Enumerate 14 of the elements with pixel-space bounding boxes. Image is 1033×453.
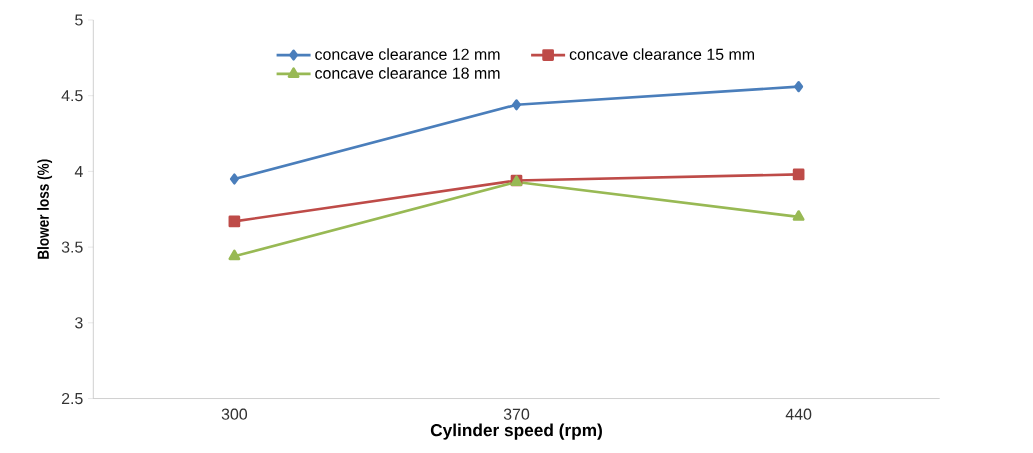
legend-label: concave clearance 15 mm: [569, 48, 754, 60]
x-tick-label: 370: [503, 408, 530, 420]
x-tick-label: 300: [221, 408, 248, 420]
y-tick-label: 4: [74, 165, 83, 177]
y-tick-label: 3.5: [61, 241, 83, 253]
x-axis-title: Cylinder speed (rpm): [430, 423, 602, 440]
x-tick-label: 440: [785, 408, 812, 420]
y-axis-title: Blower loss (%): [37, 159, 53, 259]
y-tick-label: 3: [75, 317, 83, 329]
y-tick-label: 2.5: [61, 392, 83, 405]
legend-label: concave clearance 18 mm: [315, 67, 500, 79]
y-tick-label: 4.5: [61, 90, 83, 102]
y-tick-label: 5: [75, 14, 83, 26]
legend-label: concave clearance 12 mm: [315, 48, 500, 60]
